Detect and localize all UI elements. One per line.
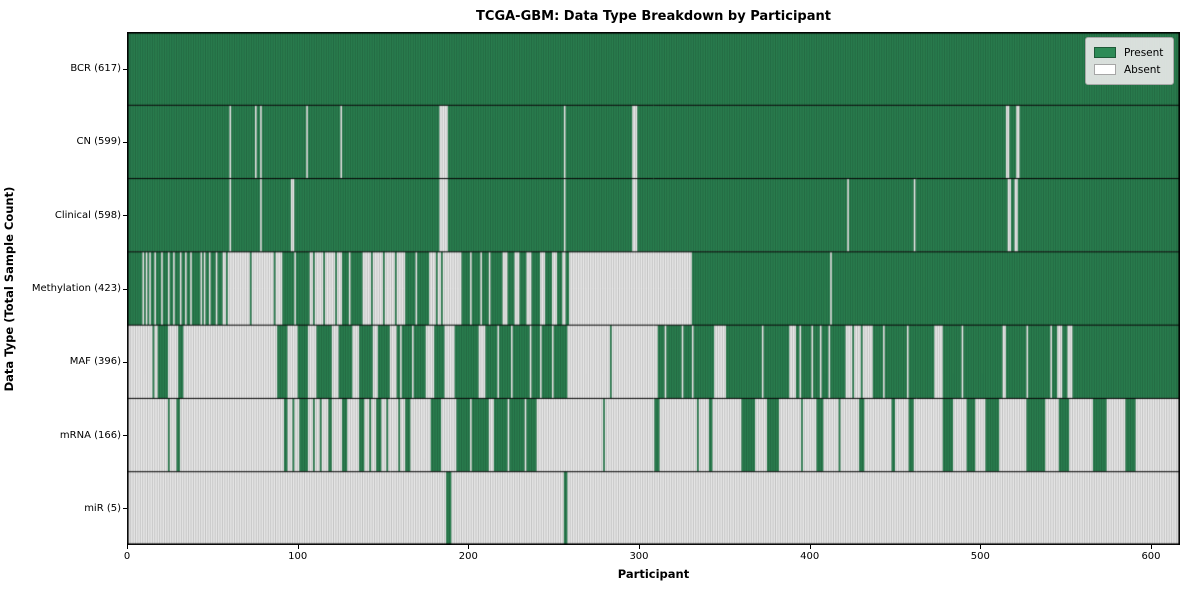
x-tick-mark: [297, 545, 299, 549]
x-tick-label-300: 300: [629, 551, 649, 562]
legend: Present Absent: [1085, 37, 1175, 85]
x-tick-label-500: 500: [970, 551, 990, 562]
y-tick-label-miR: miR (5): [84, 502, 121, 514]
present-swatch-icon: [1094, 47, 1116, 58]
y-tick-label-Clinical: Clinical (598): [54, 209, 121, 221]
y-tick-label-BCR: BCR (617): [70, 63, 121, 75]
x-tick-mark: [638, 545, 640, 549]
chart-title: TCGA-GBM: Data Type Breakdown by Partici…: [476, 9, 831, 24]
x-tick-label-400: 400: [800, 551, 820, 562]
y-tick-mark: [123, 361, 127, 363]
legend-item-absent: Absent: [1094, 61, 1163, 78]
x-tick-label-0: 0: [123, 551, 131, 562]
y-tick-label-CN: CN (599): [76, 136, 121, 148]
x-tick-label-100: 100: [288, 551, 308, 562]
y-tick-mark: [123, 141, 127, 143]
y-tick-mark: [123, 435, 127, 437]
x-tick-mark: [468, 545, 470, 549]
y-tick-label-mRNA: mRNA (166): [59, 429, 121, 441]
x-tick-mark: [980, 545, 982, 549]
y-tick-mark: [123, 288, 127, 290]
legend-label-present: Present: [1124, 46, 1164, 59]
presence-matrix-plot: [127, 32, 1180, 545]
y-tick-mark: [123, 215, 127, 217]
x-axis-label: Participant: [617, 567, 690, 581]
y-tick-label-Methylation: Methylation (423): [31, 283, 121, 294]
x-tick-mark: [127, 545, 128, 549]
y-tick-label-MAF: MAF (396): [69, 356, 121, 368]
y-tick-mark: [123, 508, 127, 510]
absent-swatch-icon: [1094, 64, 1116, 75]
x-tick-label-200: 200: [458, 551, 478, 562]
legend-label-absent: Absent: [1124, 63, 1161, 76]
x-tick-mark: [809, 545, 811, 549]
x-tick-label-600: 600: [1141, 551, 1161, 562]
y-tick-mark: [123, 68, 127, 70]
x-tick-mark: [1150, 545, 1152, 549]
y-axis-label: Data Type (Total Sample Count): [2, 186, 16, 392]
legend-item-present: Present: [1094, 44, 1163, 61]
